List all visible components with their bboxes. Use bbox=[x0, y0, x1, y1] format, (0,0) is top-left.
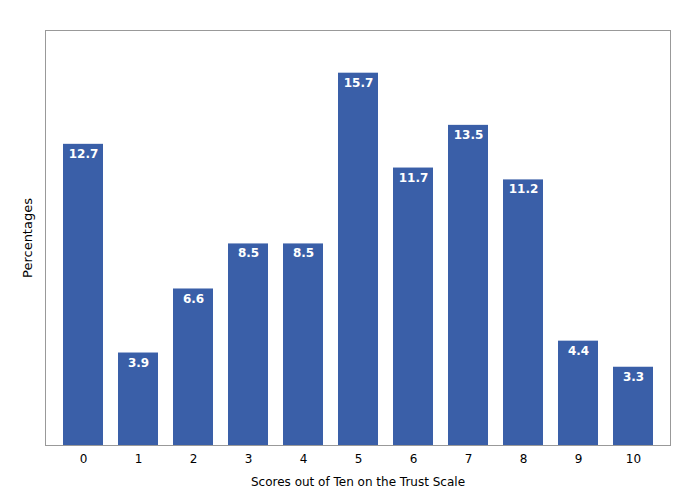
svg-text:3.3: 3.3 bbox=[623, 370, 644, 384]
svg-text:6.6: 6.6 bbox=[183, 292, 204, 306]
svg-text:7: 7 bbox=[465, 452, 473, 466]
svg-text:12.7: 12.7 bbox=[69, 147, 99, 161]
svg-text:Scores out of Ten on the Trust: Scores out of Ten on the Trust Scale bbox=[251, 475, 465, 489]
svg-text:11.7: 11.7 bbox=[399, 171, 429, 185]
svg-text:8.5: 8.5 bbox=[293, 246, 314, 260]
svg-text:6: 6 bbox=[410, 452, 418, 466]
svg-text:15.7: 15.7 bbox=[344, 76, 374, 90]
svg-text:1: 1 bbox=[135, 452, 143, 466]
svg-text:4.4: 4.4 bbox=[568, 344, 589, 358]
svg-text:2: 2 bbox=[190, 452, 198, 466]
svg-text:8.5: 8.5 bbox=[238, 246, 259, 260]
svg-text:13.5: 13.5 bbox=[454, 128, 484, 142]
svg-text:3: 3 bbox=[245, 452, 253, 466]
svg-text:9: 9 bbox=[575, 452, 583, 466]
svg-text:8: 8 bbox=[520, 452, 528, 466]
svg-text:Percentages: Percentages bbox=[20, 198, 35, 278]
svg-text:4: 4 bbox=[300, 452, 308, 466]
svg-text:0: 0 bbox=[80, 452, 88, 466]
svg-text:11.2: 11.2 bbox=[509, 182, 539, 196]
svg-text:3.9: 3.9 bbox=[128, 356, 149, 370]
svg-text:10: 10 bbox=[626, 452, 641, 466]
svg-text:5: 5 bbox=[355, 452, 363, 466]
